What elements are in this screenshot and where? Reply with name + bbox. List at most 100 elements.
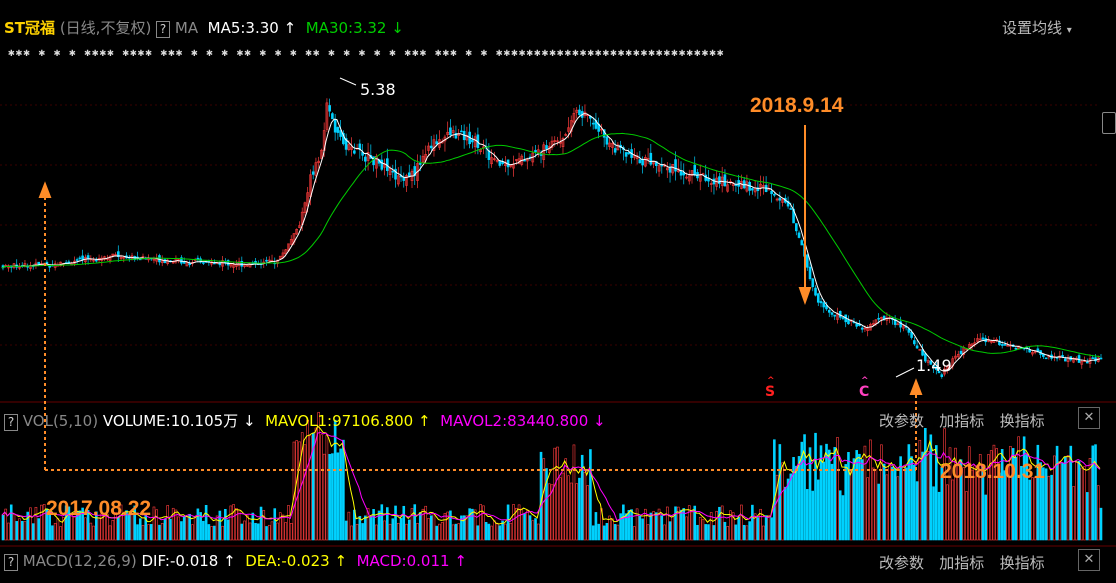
volume-bar <box>649 512 653 541</box>
volume-bar <box>1 514 5 541</box>
switch-indicator-button[interactable]: 换指标 <box>999 554 1045 572</box>
grid-lines <box>0 104 1100 346</box>
candle <box>797 232 801 238</box>
arrow-up-icon: ↑ <box>223 552 236 570</box>
candle <box>320 149 323 159</box>
candle <box>380 159 384 170</box>
candle <box>108 256 112 262</box>
volume-bar <box>375 524 378 541</box>
volume-bar <box>429 515 433 541</box>
volume-bar <box>328 453 331 541</box>
caret-up-icon: ^ <box>861 376 869 386</box>
candle <box>902 325 905 329</box>
change-params-button[interactable]: 改参数 <box>879 412 925 430</box>
annotation-date-2018-10-31: 2018.10.31 <box>940 460 1046 483</box>
help-button[interactable]: ? <box>4 554 18 571</box>
high-price-label: 5.38 <box>360 80 396 99</box>
add-indicator-button[interactable]: 加指标 <box>939 412 985 430</box>
volume-bar <box>136 524 139 541</box>
volume-bar <box>748 521 751 541</box>
volume-bar <box>515 507 518 541</box>
volume-bar <box>295 440 299 541</box>
volume-bar <box>1074 462 1078 541</box>
marker-s[interactable]: ^ S <box>765 376 776 401</box>
macd-toolbar: 改参数 加指标 换指标 <box>879 552 1045 573</box>
candle <box>556 140 559 143</box>
candle <box>1064 358 1067 362</box>
volume-bar <box>737 517 740 541</box>
volume-bar <box>836 437 839 541</box>
marker-c[interactable]: ^ C <box>859 376 870 401</box>
volume-bar <box>962 467 966 541</box>
settings-ma-button[interactable]: 设置均线 ▾ <box>1002 17 1072 38</box>
candle <box>375 155 378 169</box>
volume-bar <box>169 518 172 541</box>
close-icon[interactable]: ✕ <box>1078 549 1100 571</box>
candle <box>918 349 922 351</box>
volume-bar <box>418 512 422 541</box>
candle <box>509 165 513 167</box>
candle <box>295 228 299 235</box>
volume-bar <box>215 515 219 541</box>
candle <box>504 161 507 166</box>
close-icon[interactable]: ✕ <box>1078 407 1100 429</box>
volume-bar <box>575 483 579 541</box>
volume-bar <box>133 505 137 541</box>
volume-bar <box>696 524 699 541</box>
volume-bar <box>880 444 883 541</box>
candle <box>328 105 331 112</box>
volume-bar <box>1017 436 1020 541</box>
volume-bar <box>59 526 62 541</box>
help-button[interactable]: ? <box>4 414 18 431</box>
volume-bar <box>753 513 757 541</box>
candle <box>180 257 183 264</box>
volume-bar <box>926 451 930 541</box>
add-indicator-button[interactable]: 加指标 <box>939 554 985 572</box>
candle <box>690 170 694 176</box>
volume-bar <box>690 511 694 541</box>
volume-bar <box>580 454 584 541</box>
volume-bar <box>18 518 21 541</box>
volume-bar <box>163 518 167 541</box>
volume-bar <box>668 521 672 541</box>
volume-bar <box>1009 446 1012 541</box>
volume-bar <box>267 524 271 541</box>
volume-bar <box>720 505 724 541</box>
volume-bar <box>490 525 493 541</box>
volume-bar <box>155 509 159 541</box>
volume-bar <box>1085 492 1089 541</box>
volume-bar <box>660 515 664 541</box>
volume-bar <box>907 444 911 541</box>
volume-bar <box>764 515 768 541</box>
candle <box>786 200 790 207</box>
volume-bar <box>569 482 573 541</box>
candle <box>866 328 869 331</box>
volume-bar <box>800 441 804 541</box>
candle <box>493 158 496 161</box>
volume-bar <box>1028 479 1031 541</box>
candle <box>298 225 301 228</box>
caret-up-icon: ^ <box>767 376 775 386</box>
candle <box>789 208 793 210</box>
volume-bar <box>232 504 235 541</box>
switch-indicator-button[interactable]: 换指标 <box>999 412 1045 430</box>
volume-bar <box>67 506 71 541</box>
candlesticks <box>1 98 1103 379</box>
volume-bar <box>762 525 765 541</box>
volume-bar <box>416 523 419 541</box>
volume-bar <box>547 483 551 541</box>
candle <box>366 152 370 161</box>
volume-bar <box>786 478 790 541</box>
help-button[interactable]: ? <box>156 21 171 38</box>
volume-bar <box>29 507 32 541</box>
candle <box>213 262 216 265</box>
event-marker-row[interactable]: ✱✱✱ ✱ ✱ ✱ ✱✱✱✱ ✱✱✱✱ ✱✱✱ ✱ ✱ ✱ ✱✱ ✱ ✱ ✱ ✱… <box>8 46 725 59</box>
volume-bar <box>904 467 908 541</box>
volume-bar <box>34 506 38 541</box>
change-params-button[interactable]: 改参数 <box>879 554 925 572</box>
volume-bar <box>1047 475 1051 541</box>
volume-bar <box>789 473 793 541</box>
candle <box>825 305 828 310</box>
side-scroll-button[interactable] <box>1102 112 1116 134</box>
